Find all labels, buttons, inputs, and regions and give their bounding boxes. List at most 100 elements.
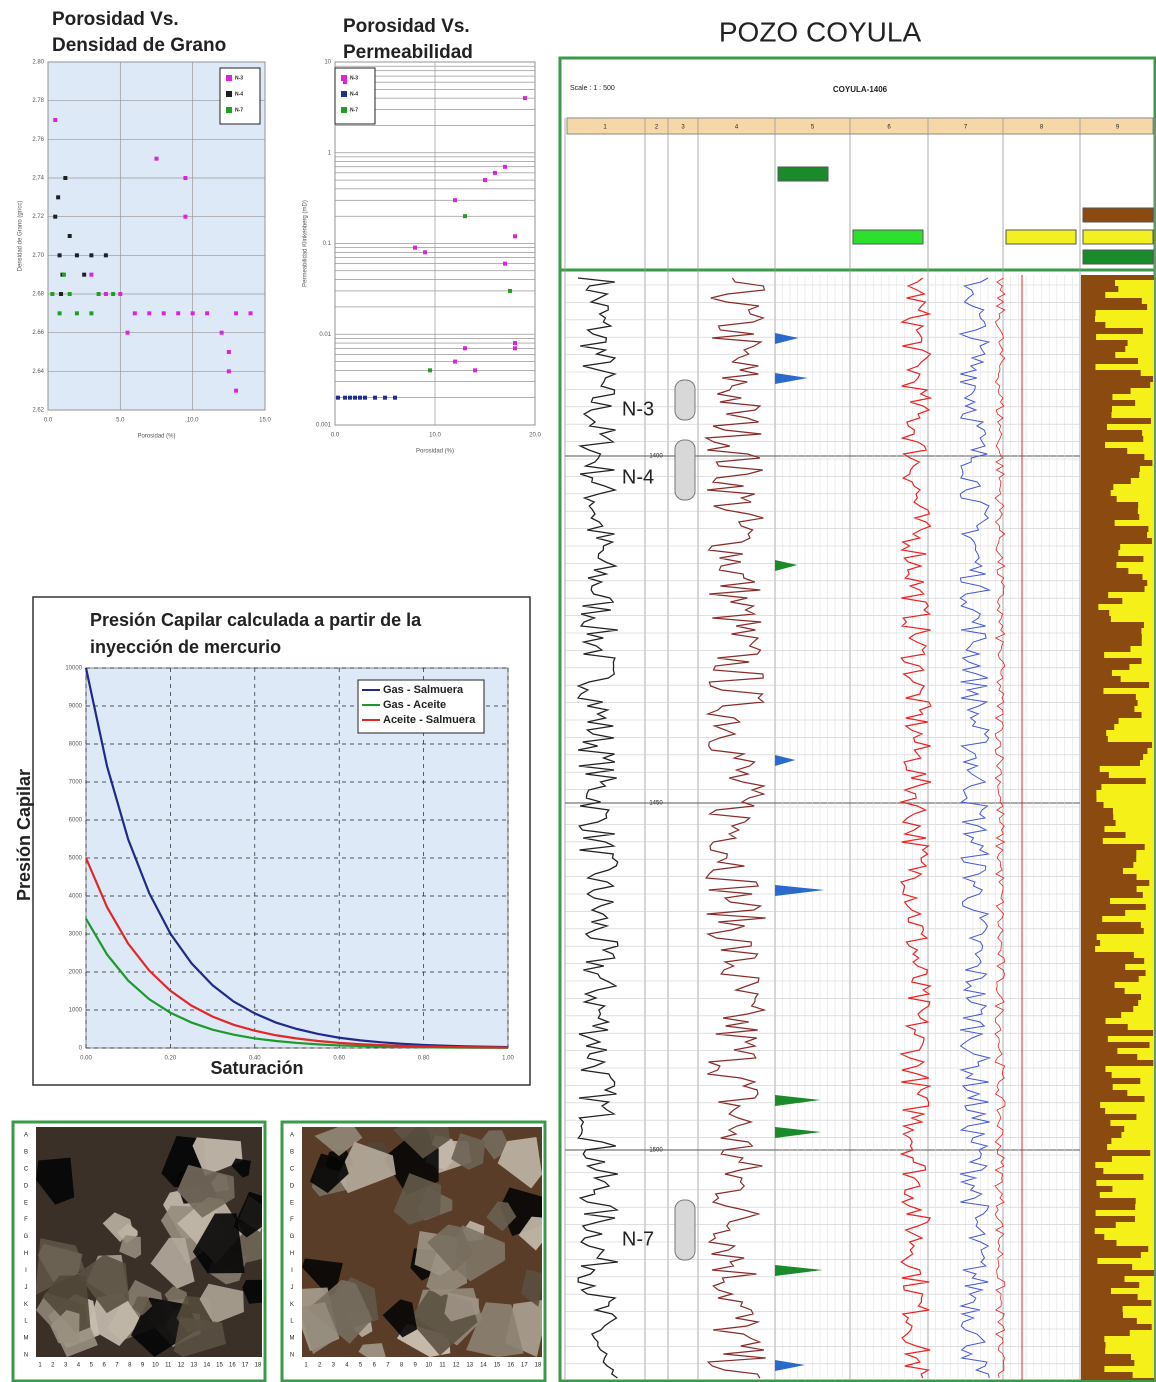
row-label: K: [24, 1302, 28, 1308]
legend-label: N-7: [350, 107, 358, 113]
lithology-sand: [1114, 982, 1154, 988]
legend-label: N-3: [350, 75, 358, 81]
lithology-sand: [1110, 616, 1154, 622]
point: [513, 341, 517, 346]
point: [50, 292, 55, 296]
header-legend-box: [852, 229, 924, 245]
lithology-sand: [1106, 424, 1154, 430]
header-legend-box: [1005, 229, 1077, 245]
grain: [192, 1137, 243, 1177]
lithology-sand: [1129, 664, 1154, 670]
log-fill: [775, 560, 798, 571]
column-label: 5: [90, 1363, 94, 1369]
point: [53, 118, 58, 122]
log-fill: [775, 1127, 822, 1138]
point: [336, 395, 340, 400]
point: [453, 198, 457, 203]
lithology-sand: [1143, 556, 1154, 562]
y-tick-label: 2.74: [32, 176, 44, 182]
point: [383, 395, 387, 400]
x-tick-label: 15.0: [259, 418, 271, 424]
column-label: 1: [304, 1363, 308, 1369]
lithology-sand: [1112, 808, 1154, 814]
lithology-sand: [1148, 1246, 1154, 1252]
row-label: L: [24, 1319, 28, 1325]
row-label: F: [290, 1217, 294, 1223]
point: [183, 214, 188, 219]
grain: [132, 1296, 153, 1316]
point: [343, 80, 347, 85]
lithology-sand: [1138, 502, 1154, 508]
grain: [427, 1224, 474, 1272]
x-tick-label: 0.60: [333, 1056, 345, 1062]
lithology-sand: [1113, 484, 1154, 490]
lithology-sand: [1145, 778, 1154, 784]
point: [423, 250, 427, 255]
y-tick-label: 0.001: [316, 423, 332, 429]
log-curve: [576, 277, 619, 1379]
point: [523, 96, 527, 101]
lithology-sand: [1125, 832, 1154, 838]
log-fill: [775, 1360, 805, 1371]
y-tick-label: 0: [79, 1046, 83, 1052]
chart-title: Presión Capilar calculada a partir de la: [90, 610, 422, 630]
lithology-sand: [1144, 958, 1154, 964]
point: [234, 388, 239, 393]
lithology-sand: [1111, 670, 1154, 676]
grain: [451, 1133, 486, 1170]
lithology-sand: [1137, 700, 1154, 706]
log-curve: [703, 277, 767, 1379]
lithology-sand: [1150, 418, 1154, 424]
row-label: G: [24, 1234, 29, 1240]
lithology-sand: [1122, 1312, 1154, 1318]
lithology-sand: [1124, 988, 1154, 994]
x-tick-label: 1.00: [502, 1056, 514, 1062]
lithology-sand: [1105, 1018, 1154, 1024]
point: [234, 311, 239, 316]
point: [205, 311, 210, 316]
point: [89, 253, 94, 258]
point: [343, 395, 347, 400]
lithology-sand: [1111, 412, 1154, 418]
x-tick-label: 0.0: [331, 433, 340, 439]
lithology-sand: [1105, 1348, 1154, 1354]
row-label: G: [290, 1234, 295, 1240]
column-label: 6: [373, 1363, 377, 1369]
lithology-sand: [1101, 784, 1154, 790]
lithology-sand: [1129, 1330, 1154, 1336]
column-label: 4: [77, 1363, 81, 1369]
lithology-sand: [1143, 928, 1154, 934]
lithology-sand: [1151, 1300, 1154, 1306]
point: [503, 164, 507, 169]
grain: [466, 1302, 524, 1357]
lithology-sand: [1111, 1156, 1154, 1162]
point: [82, 272, 87, 277]
lithology-sand: [1095, 1210, 1154, 1216]
lithology-sand: [1115, 352, 1154, 358]
lithology-sand: [1104, 1234, 1154, 1240]
point: [63, 176, 68, 180]
row-label: A: [24, 1133, 28, 1139]
legend-swatch: [226, 75, 232, 81]
lithology-sand: [1114, 520, 1154, 526]
point: [111, 292, 116, 296]
lithology-sand: [1107, 1036, 1154, 1042]
core-marker: [674, 379, 696, 421]
point: [353, 395, 357, 400]
point: [132, 311, 137, 316]
lithology-sand: [1136, 1114, 1154, 1120]
y-tick-label: 2.66: [32, 330, 44, 336]
row-label: A: [290, 1133, 294, 1139]
lithology-sand: [1127, 448, 1154, 454]
column-label: 9: [414, 1363, 418, 1369]
lithology-sand: [1105, 1066, 1154, 1072]
row-label: N: [24, 1353, 28, 1359]
log-scale: Scale : 1 : 500: [570, 85, 615, 92]
core-marker: [674, 439, 696, 501]
lithology-sand: [1104, 1336, 1154, 1342]
row-label: D: [24, 1183, 29, 1189]
point: [463, 346, 467, 351]
lithology-sand: [1144, 844, 1154, 850]
lithology-sand: [1135, 1198, 1154, 1204]
